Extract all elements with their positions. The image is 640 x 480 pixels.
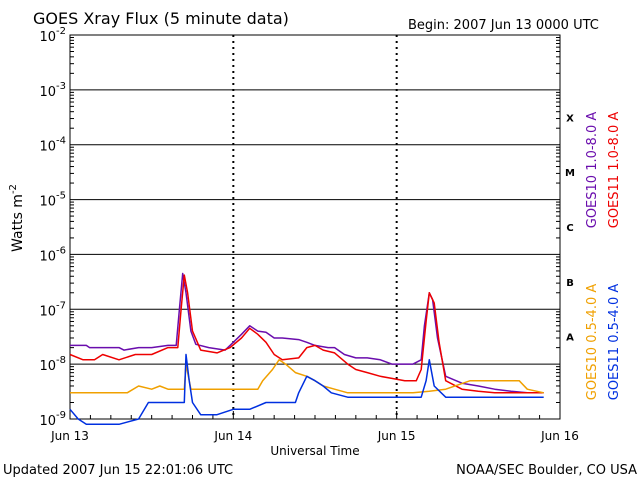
y-tick-label: 10-2 bbox=[39, 26, 66, 45]
flare-class-label: C bbox=[566, 223, 573, 234]
chart-title: GOES Xray Flux (5 minute data) bbox=[33, 9, 289, 28]
x-tick-label: Jun 13 bbox=[50, 429, 89, 443]
y-tick-label: 10-3 bbox=[39, 81, 66, 100]
flare-class-label: X bbox=[566, 113, 574, 124]
legend-entry-1: GOES10 1.0-8.0 A bbox=[585, 112, 600, 229]
series-line-4 bbox=[69, 353, 544, 426]
y-tick-label: 10-6 bbox=[39, 245, 66, 264]
series-line-2 bbox=[69, 274, 544, 394]
x-axis-label: Universal Time bbox=[270, 444, 359, 458]
grid bbox=[69, 35, 561, 419]
legend-entry-3: GOES10 0.5-4.0 A bbox=[585, 284, 600, 401]
flare-class-label: M bbox=[565, 168, 575, 179]
x-tick-label: Jun 15 bbox=[377, 429, 416, 443]
plot-frame bbox=[69, 34, 561, 420]
x-tick-labels: Jun 13 Jun 14 Jun 15 Jun 16 bbox=[50, 429, 579, 443]
y-tick-labels: 10-2 10-3 10-4 10-5 10-6 10-7 10-8 10-9 bbox=[39, 26, 66, 429]
flare-class-label: A bbox=[566, 333, 574, 344]
legend-entry-4: GOES11 0.5-4.0 A bbox=[607, 284, 622, 401]
y-tick-label: 10-4 bbox=[39, 136, 66, 155]
legend: GOES10 1.0-8.0 A GOES11 1.0-8.0 A GOES10 0… bbox=[585, 112, 622, 401]
updated-label: Updated 2007 Jun 15 22:01:06 UTC bbox=[3, 463, 233, 478]
flare-class-labels: X M C B A bbox=[565, 113, 575, 343]
begin-label: Begin: 2007 Jun 13 0000 UTC bbox=[408, 18, 599, 33]
x-tick-label: Jun 14 bbox=[213, 429, 252, 443]
series-group bbox=[69, 272, 544, 426]
y-tick-label: 10-5 bbox=[39, 191, 66, 210]
credit-label: NOAA/SEC Boulder, CO USA bbox=[456, 463, 637, 478]
y-tick-label: 10-8 bbox=[39, 355, 66, 374]
y-tick-label: 10-7 bbox=[39, 300, 66, 319]
flare-class-label: B bbox=[566, 278, 574, 289]
y-axis-label: Watts m-2 bbox=[8, 184, 26, 252]
x-tick-label: Jun 16 bbox=[540, 429, 579, 443]
y-tick-label: 10-9 bbox=[39, 410, 66, 429]
series-line-1 bbox=[70, 272, 544, 394]
legend-entry-2: GOES11 1.0-8.0 A bbox=[607, 112, 622, 229]
